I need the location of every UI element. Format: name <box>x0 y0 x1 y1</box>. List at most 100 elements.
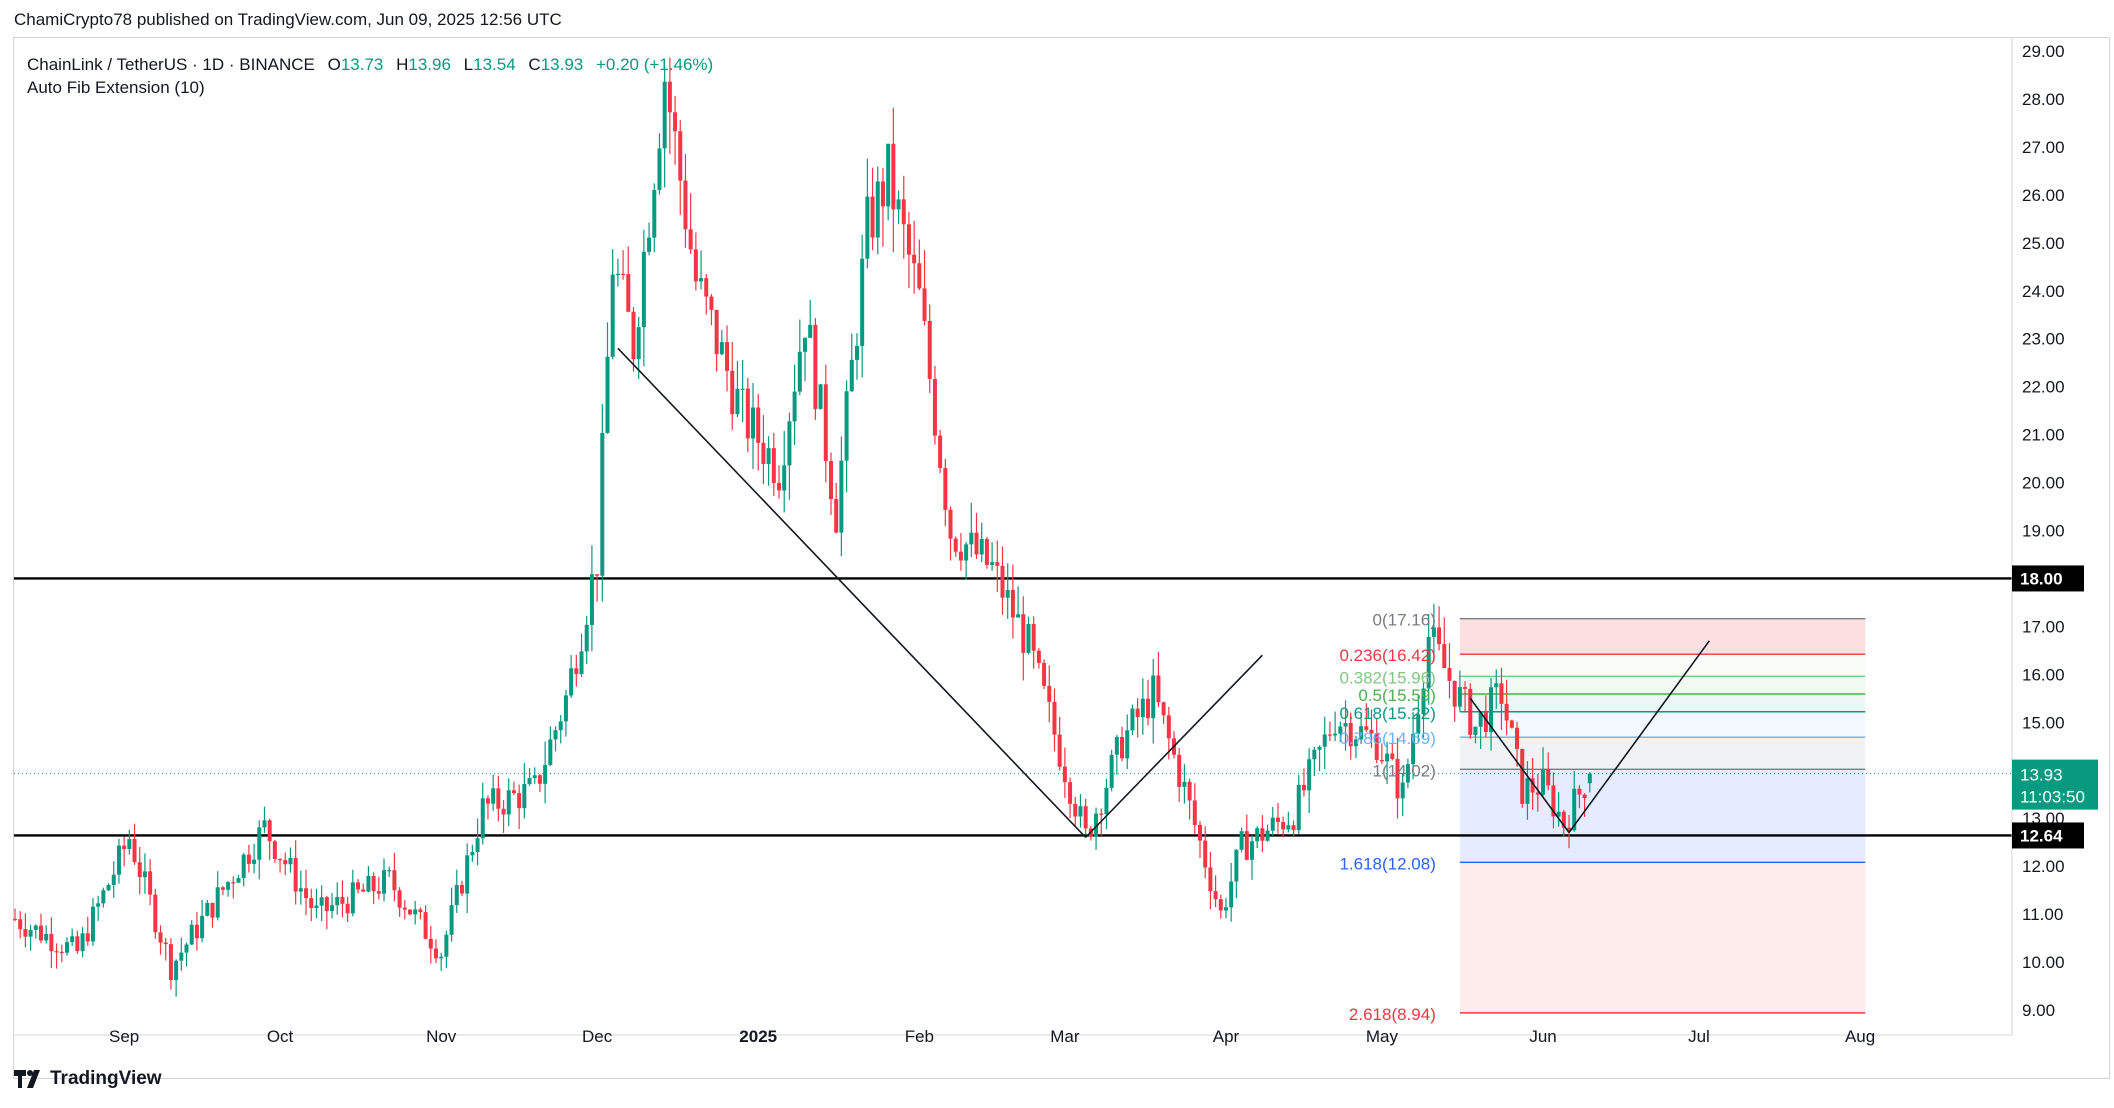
x-tick-label: Oct <box>267 1027 294 1046</box>
x-tick-label: Mar <box>1050 1027 1080 1046</box>
candle-body <box>506 790 511 815</box>
candle-body <box>1468 688 1473 735</box>
y-tick-label: 19.00 <box>2022 522 2065 541</box>
candle-body <box>1322 734 1327 747</box>
candle-body <box>849 359 854 392</box>
candle-body <box>1551 785 1556 817</box>
candle-body <box>1499 683 1504 704</box>
candle-body <box>75 936 80 952</box>
candle-body <box>1161 702 1166 716</box>
candle-body <box>543 764 548 784</box>
candle-body <box>1359 726 1364 740</box>
candle-body <box>1244 831 1249 860</box>
level-price-label: 12.64 <box>2020 826 2063 845</box>
candle-body <box>714 309 719 355</box>
candle-body <box>288 857 293 865</box>
candle-body <box>1333 733 1338 736</box>
candle-body <box>189 924 194 945</box>
candle-body <box>470 852 475 856</box>
candle-body <box>168 944 173 980</box>
candle-body <box>200 915 205 939</box>
chart-frame <box>13 37 2110 1079</box>
candle-body <box>319 897 324 906</box>
candle-body <box>860 258 865 346</box>
candle-body <box>96 903 101 907</box>
candle-body <box>865 196 870 259</box>
high-value: 13.96 <box>408 55 451 74</box>
candle-body <box>709 296 714 310</box>
candle-body <box>194 924 199 939</box>
candle-body <box>132 839 137 863</box>
candle-body <box>938 435 943 469</box>
candle-body <box>1260 828 1265 841</box>
candle-body <box>402 907 407 910</box>
candle-body <box>1301 784 1306 791</box>
candle-body <box>1473 726 1478 735</box>
candle-body <box>771 448 776 484</box>
close-value: 13.93 <box>540 55 584 74</box>
symbol-title[interactable]: ChainLink / TetherUS · 1D · BINANCE <box>27 55 315 74</box>
y-tick-label: 12.00 <box>2022 857 2065 876</box>
candle-body <box>1249 841 1254 860</box>
candle-body <box>537 775 542 784</box>
candle-body <box>1187 781 1192 801</box>
candle-body <box>808 324 813 338</box>
candle-body <box>1426 636 1431 689</box>
candle-body <box>1411 733 1416 765</box>
y-tick-label: 17.00 <box>2022 617 2065 636</box>
x-tick-label: Apr <box>1213 1027 1240 1046</box>
candle-body <box>1078 806 1083 817</box>
candle-body <box>912 254 917 264</box>
candle-body <box>761 442 766 464</box>
y-tick-label: 28.00 <box>2022 90 2065 109</box>
candle-body <box>683 180 688 230</box>
last-price-tag <box>2012 759 2098 810</box>
tradingview-brand[interactable]: TradingView <box>14 1068 162 1090</box>
y-tick-label: 9.00 <box>2022 1001 2055 1020</box>
candle-body <box>153 894 158 933</box>
x-tick-label: Jun <box>1529 1027 1556 1046</box>
candle-body <box>44 933 49 941</box>
candle-body <box>584 624 589 652</box>
candle-body <box>272 841 277 859</box>
candle-body <box>1317 746 1322 750</box>
candle-body <box>38 925 43 941</box>
y-tick-label: 11.00 <box>2022 905 2063 924</box>
x-tick-label: Dec <box>582 1027 613 1046</box>
candle-body <box>517 793 522 809</box>
candle-body <box>797 351 802 392</box>
candle-body <box>995 562 1000 566</box>
candle-body <box>1457 687 1462 707</box>
x-tick-label: 2025 <box>739 1027 777 1046</box>
candle-body <box>1577 788 1582 795</box>
candle-body <box>834 499 839 533</box>
candle-body <box>1489 687 1494 733</box>
candle-body <box>1125 730 1130 759</box>
candle-body <box>1042 662 1047 686</box>
candle-body <box>673 112 678 132</box>
candle-body <box>1421 688 1426 715</box>
candle-body <box>309 898 314 909</box>
candle-body <box>1556 811 1561 817</box>
fib-level-label: 0.236(16.42) <box>1339 646 1435 665</box>
candle-body <box>1494 683 1499 688</box>
candle-body <box>293 857 298 892</box>
candle-body <box>693 249 698 282</box>
candle-body <box>59 951 64 954</box>
candle-body <box>1452 680 1457 707</box>
candle-body <box>532 775 537 779</box>
candle-body <box>231 882 236 884</box>
x-tick-label: Nov <box>426 1027 457 1046</box>
candle-body <box>1130 708 1135 731</box>
fib-zone <box>1459 694 1866 712</box>
candle-body <box>148 871 153 895</box>
candle-body <box>1270 817 1275 831</box>
fib-level-label: 0.618(15.22) <box>1339 704 1435 723</box>
candle-body <box>953 538 958 552</box>
indicator-label[interactable]: Auto Fib Extension (10) <box>27 78 205 97</box>
candle-body <box>688 229 693 250</box>
candle-body <box>932 378 937 436</box>
candle-body <box>1223 907 1228 911</box>
candle-body <box>1312 749 1317 760</box>
